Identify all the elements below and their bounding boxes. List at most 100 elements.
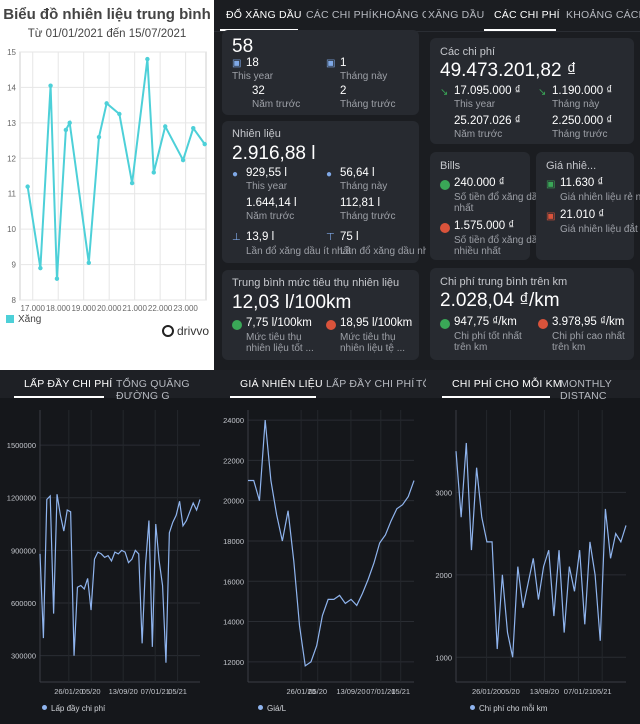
max-price-value: 21.010 ₫ [560,209,605,221]
chart-legend[interactable]: Xăng [6,314,41,325]
tab-fill-cost[interactable]: LẤP ĐẦY CHI PHÍ [326,378,415,390]
this-year-label: This year [454,99,496,110]
avg-consumption-value: 12,03 l/100km [232,292,352,313]
x-tick-label: 07/01/21 [366,687,395,696]
tab-distance[interactable]: KHOẢNG CÁCH [566,9,640,21]
tab-fuel-price[interactable]: GIÁ NHIÊN LIỆU [240,378,323,390]
tab-fuel[interactable]: ĐỔ XĂNG DẦU [226,9,302,21]
this-year-value: 929,55 l [246,167,287,179]
best-consumption-icon [232,320,242,330]
legend-dot-icon [470,705,475,710]
card-title: Nhiên liệu [232,128,281,140]
best-consumption-label-2: nhiên liệu tốt ... [246,343,314,354]
min-bill-label: Số tiền đổ xăng dầ [454,192,538,203]
expenses-total-card: Các chi phí 49.473.201,82 ₫ ↘ 17.095.000… [430,38,634,144]
tab-total[interactable]: TỔ [416,378,426,390]
x-tick-label: 19.000 [71,304,96,313]
y-tick-label: 15 [7,48,16,57]
x-tick-label: 07/01/21 [141,687,170,696]
max-bill-icon [440,223,450,233]
y-tick-label: 22000 [223,456,244,465]
data-point [191,125,196,131]
tab-expenses[interactable]: CÁC CHI PHÍ [306,9,372,21]
y-tick-label: 24000 [223,416,244,425]
legend-swatch [6,315,14,323]
data-point [63,127,69,133]
data-point [145,56,150,62]
x-tick-label: 26/01/20 [472,687,501,696]
worst-consumption-icon [326,320,336,330]
min-price-value: 11.630 ₫ [560,177,604,189]
max-refuel-icon: ⊤ [326,232,335,243]
last-month-value: 2 [340,85,347,97]
data-point [25,184,30,189]
chart-subtitle: Từ 01/01/2021 đến 15/07/2021 [27,28,187,40]
fuel-pump-icon: ▣ [546,211,556,222]
tab-total-distance[interactable]: TỔNG QUÃNG ĐƯỜNG G [116,378,190,402]
avg-fuel-line-chart: 8 9 10 11 12 13 14 15 17.000 18.000 19.000 20.000 21… [7,48,207,313]
chart-legend[interactable]: Lấp đầy chi phí [42,704,105,713]
x-tick-label: 26/01/20 [54,687,83,696]
max-refuel-value: 75 l [340,231,359,243]
legend-label: Chi phí cho mỗi km [479,704,548,713]
this-month-label: Tháng này [552,99,600,110]
drop-icon: ● [326,169,333,180]
data-point [104,101,109,106]
x-tick-label: 05/20 [82,687,101,696]
avg-fuel-chart-panel: Biểu đồ nhiên liệu trung bình Từ 01/01/2… [0,0,214,370]
drivvo-logo-icon [162,325,174,337]
fuel-pump-icon: ▣ [326,58,336,69]
x-tick-label: 21.000 [122,304,147,313]
x-tick-label: 17.000 [21,304,46,313]
x-tick-label: 23.000 [173,304,198,313]
chart-legend[interactable]: Giá/L [258,704,286,713]
data-point [151,170,156,175]
worst-consumption-value: 18,95 l/100km [340,317,413,329]
this-month-label: Tháng này [340,181,388,192]
data-point [180,157,186,163]
min-refuel-label: Lần đổ xăng dầu ít nhất [246,246,352,257]
min-bill-icon [440,180,450,190]
tab-cost-per-km[interactable]: CHI PHÍ CHO MỖI KM [452,378,562,390]
data-point [38,265,43,271]
chart-legend[interactable]: Chi phí cho mỗi km [470,704,547,713]
legend-dot-icon [258,705,263,710]
best-cost-label: Chi phí tốt nhất [454,331,522,342]
card-title: Các chi phí [440,46,496,58]
tab-expenses[interactable]: CÁC CHI PHÍ [494,9,560,21]
tab-distance[interactable]: KHOẢNG CÁ [372,9,426,21]
data-point [129,180,135,186]
last-month-label: Tháng trước [340,99,396,110]
tab-monthly-distance[interactable]: MONTHLY DISTANC [560,378,612,402]
best-consumption-value: 7,75 l/100km [246,317,312,329]
expenses-total-value: 49.473.201,82 ₫ [440,60,577,81]
best-cost-label-2: trên km [454,342,488,353]
tab-fuel[interactable]: XĂNG DẦU [428,9,485,21]
y-tick-label: 12 [7,154,16,163]
min-refuel-icon: ⊥ [232,232,241,243]
series-line [39,494,201,663]
legend-label: Lấp đầy chi phí [51,704,106,713]
this-year-label: This year [246,181,288,192]
fuel-price-chart-panel: GIÁ NHIÊN LIỆU LẤP ĐẦY CHI PHÍ TỔ 120001… [214,370,426,724]
tab-active-indicator [442,396,550,398]
cost-per-km-value: 2.028,04 ₫/km [440,290,560,311]
fuel-pump-icon: ▣ [232,58,242,69]
x-tick-label: 05/21 [593,687,612,696]
bills-card: Bills 240.000 ₫ Số tiền đổ xăng dầ nhất … [430,152,537,260]
best-cost-icon [440,319,450,329]
worst-consumption-label: Mức tiêu thụ [340,332,396,343]
worst-cost-label-2: trên km [552,342,586,353]
best-cost-value: 947,75 ₫/km [454,316,517,328]
y-tick-label: 8 [12,296,17,305]
fill-cost-chart-panel: LẤP ĐẦY CHI PHÍ TỔNG QUÃNG ĐƯỜNG G 30000… [0,370,214,724]
tab-fill-cost[interactable]: LẤP ĐẦY CHI PHÍ [24,378,113,390]
x-tick-label: 05/21 [391,687,410,696]
fuel-price-line-chart: 12000 14000 16000 18000 20000 22000 24000 26/01… [223,410,415,696]
last-year-label: Năm trước [252,99,301,110]
fill-cost-line-chart: 300000 600000 900000 1200000 1500000 26/01/20… [7,410,201,696]
legend-label: Giá/L [267,704,287,713]
best-consumption-label: Mức tiêu thụ [246,332,302,343]
y-tick-label: 18000 [223,537,244,546]
last-month-label: Tháng trước [552,129,608,140]
